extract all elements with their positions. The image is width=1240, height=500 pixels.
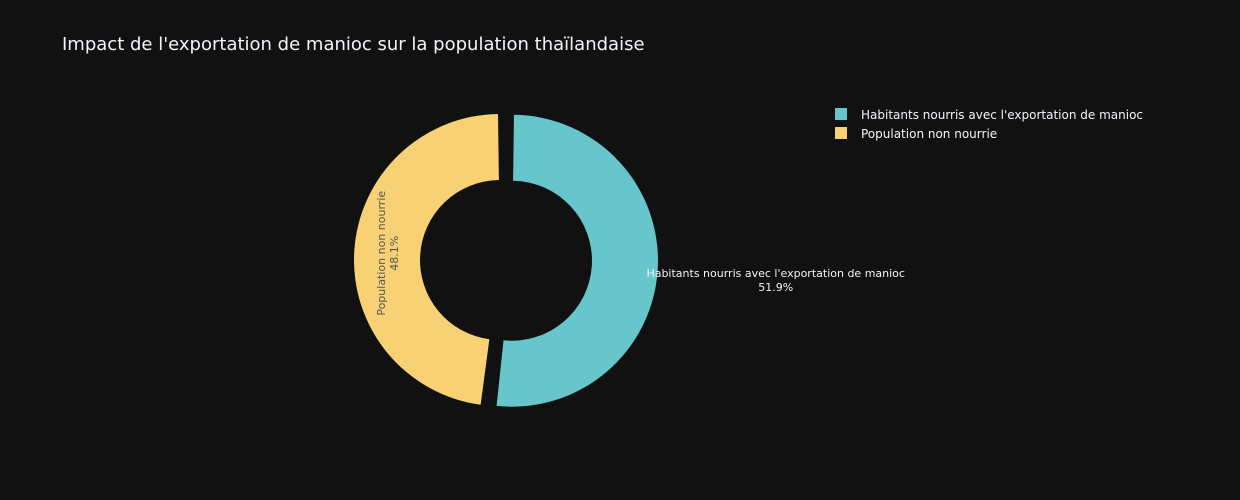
slice-inside-label: Population non nourrie 48.1% xyxy=(375,191,401,316)
legend-swatch xyxy=(835,108,847,120)
pie-slices xyxy=(353,114,658,407)
pie-slice[interactable] xyxy=(353,114,499,405)
legend-swatch xyxy=(835,127,847,139)
slice-label: Habitants nourris avec l'exportation de … xyxy=(646,267,905,280)
legend: Habitants nourris avec l'exportation de … xyxy=(835,108,1143,141)
legend-label: Population non nourrie xyxy=(861,127,997,141)
legend-item[interactable]: Population non nourrie xyxy=(835,127,997,141)
legend-label: Habitants nourris avec l'exportation de … xyxy=(861,108,1143,122)
legend-item[interactable]: Habitants nourris avec l'exportation de … xyxy=(835,108,1143,122)
pie-labels: Habitants nourris avec l'exportation de … xyxy=(375,191,905,316)
chart-title: Impact de l'exportation de manioc sur la… xyxy=(62,34,645,55)
slice-label: Population non nourrie xyxy=(375,191,388,316)
slice-percent: 51.9% xyxy=(758,281,793,294)
pie-slice[interactable] xyxy=(496,114,658,407)
slice-percent: 48.1% xyxy=(388,236,401,271)
